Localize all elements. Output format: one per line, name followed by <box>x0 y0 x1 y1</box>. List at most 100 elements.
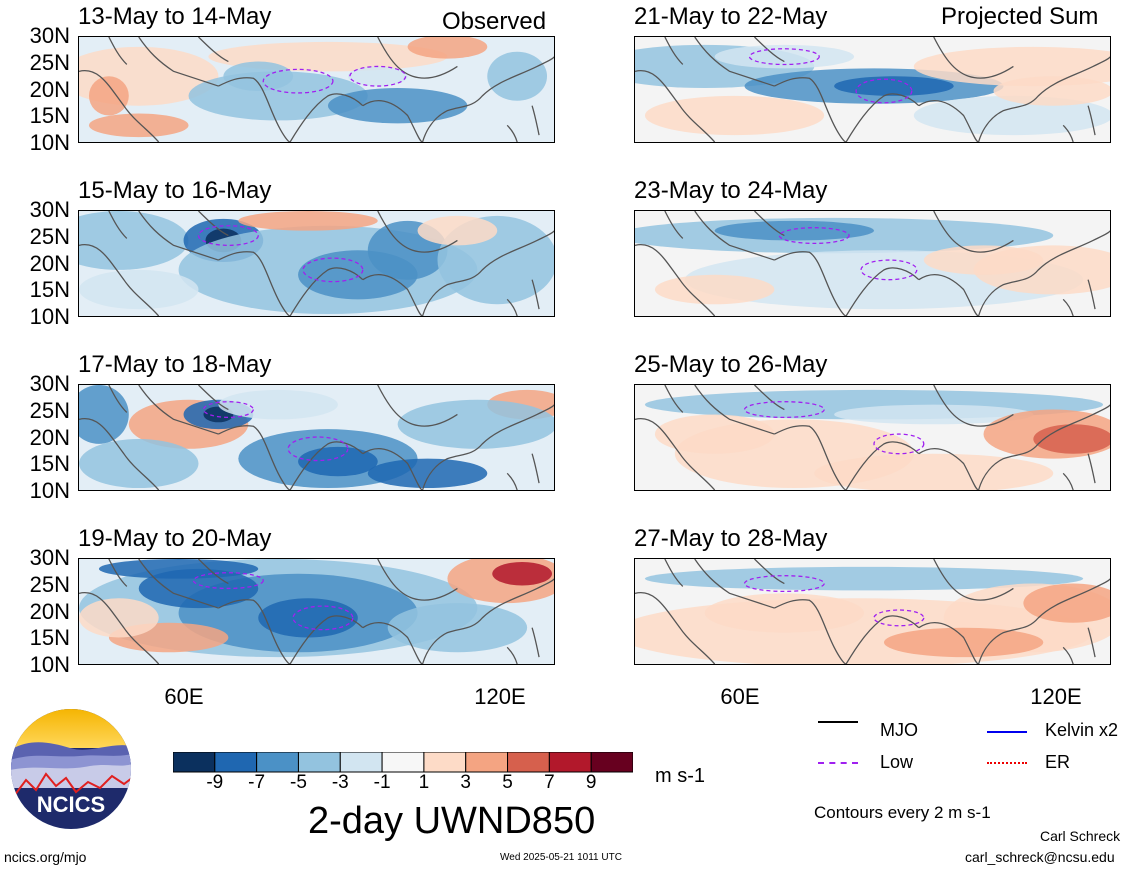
coastline <box>664 385 684 413</box>
wind-anomaly-blob <box>218 389 338 420</box>
coastline <box>218 425 291 490</box>
lat-label: 25N <box>29 397 70 423</box>
panel-title-6: 25-May to 26-May <box>634 351 828 378</box>
coastline <box>933 385 1014 427</box>
coastline <box>138 211 219 261</box>
coastline <box>1062 298 1074 316</box>
coastline <box>198 385 229 411</box>
coastline <box>977 578 1110 664</box>
lat-label: 25N <box>29 223 70 249</box>
wind-anomaly-blob <box>913 46 1110 87</box>
coastline <box>977 56 1110 142</box>
colorbar-swatch <box>214 751 258 773</box>
coastline <box>977 404 1110 490</box>
coastline <box>635 69 716 142</box>
coastline <box>531 105 540 136</box>
coastline <box>933 559 1014 601</box>
panel-title-2: 21-May to 22-May <box>634 3 828 30</box>
low-contour <box>302 257 364 283</box>
ncics-logo: NCICS <box>10 708 132 830</box>
coastline <box>531 627 540 658</box>
coastline <box>664 559 684 587</box>
logo-text: NCICS <box>37 792 105 817</box>
map-panel-7 <box>78 558 555 665</box>
wind-anomaly-blob <box>913 95 1110 136</box>
coastline <box>79 243 160 316</box>
coastline <box>1062 472 1074 490</box>
coastline <box>774 425 847 490</box>
coastline <box>421 578 554 664</box>
coastline <box>1087 279 1096 310</box>
coastline <box>918 99 979 142</box>
coastline <box>754 559 785 585</box>
colorbar-tick-label: -7 <box>248 772 266 793</box>
coastline <box>218 599 291 664</box>
wind-anomaly-blob <box>258 598 358 638</box>
coastline <box>918 273 979 316</box>
wind-anomaly-blob <box>79 211 189 270</box>
coastline <box>531 279 540 310</box>
low-contour <box>873 433 925 455</box>
low-contour <box>202 401 254 419</box>
panel-title-8: 27-May to 28-May <box>634 525 828 552</box>
lat-label: 20N <box>29 250 70 276</box>
colorbar-swatch <box>172 751 216 773</box>
map-panel-2 <box>634 36 1111 143</box>
wind-anomaly-blob <box>644 95 825 136</box>
colorbar-tick-label: 3 <box>460 772 471 793</box>
wind-anomaly-blob <box>223 61 294 91</box>
panel-title-4: 23-May to 24-May <box>634 177 828 204</box>
coastline <box>289 441 364 490</box>
wind-anomaly-blob <box>79 269 199 310</box>
coastline <box>754 211 785 237</box>
map-svg-3 <box>79 211 554 316</box>
low-contour <box>192 572 264 590</box>
coastline <box>506 646 518 664</box>
coastline <box>1087 627 1096 658</box>
wind-anomaly-blob <box>98 559 259 579</box>
coastline <box>108 37 128 65</box>
colorbar-tick-label: -9 <box>206 772 224 793</box>
wind-anomaly-blob <box>714 44 855 69</box>
low-contour <box>743 575 825 593</box>
map-panel-6 <box>634 384 1111 491</box>
map-svg-5 <box>79 385 554 490</box>
coastline <box>845 441 920 490</box>
coastline <box>1062 124 1074 142</box>
coastline <box>635 243 716 316</box>
low-contour <box>855 78 913 104</box>
colorbar <box>172 751 634 779</box>
coastline <box>845 615 920 664</box>
map-svg-2 <box>635 37 1110 142</box>
lat-label: 15N <box>29 277 70 303</box>
lon-label-120e-left: 120E <box>474 684 526 709</box>
coastline <box>421 230 554 316</box>
coastline <box>289 93 364 142</box>
lon-label-120e-right: 120E <box>1030 684 1082 709</box>
lat-label: 20N <box>29 424 70 450</box>
coastline <box>664 37 684 65</box>
lat-label: 10N <box>29 304 70 329</box>
legend-line-low <box>818 762 858 764</box>
coastline <box>421 56 554 142</box>
lat-label: 25N <box>29 571 70 597</box>
wind-anomaly-blob <box>1023 583 1110 623</box>
lat-label: 20N <box>29 76 70 102</box>
coastline <box>774 599 847 664</box>
lat-label: 20N <box>29 598 70 624</box>
coastline <box>506 472 518 490</box>
lat-label: 15N <box>29 625 70 651</box>
wind-anomaly-blob <box>993 76 1110 106</box>
map-panel-8 <box>634 558 1111 665</box>
coastline <box>694 559 775 609</box>
wind-anomaly-blob <box>814 453 1054 490</box>
wind-anomaly-blob <box>1033 424 1110 454</box>
wind-anomaly-blob <box>238 211 378 231</box>
wind-anomaly-blob <box>704 593 865 633</box>
coastline <box>754 385 785 411</box>
email: carl_schreck@ncsu.edu <box>965 849 1115 865</box>
low-contour <box>860 259 918 281</box>
coastline <box>79 591 160 664</box>
colorbar-swatch <box>297 751 341 773</box>
colorbar-swatch <box>507 751 550 773</box>
